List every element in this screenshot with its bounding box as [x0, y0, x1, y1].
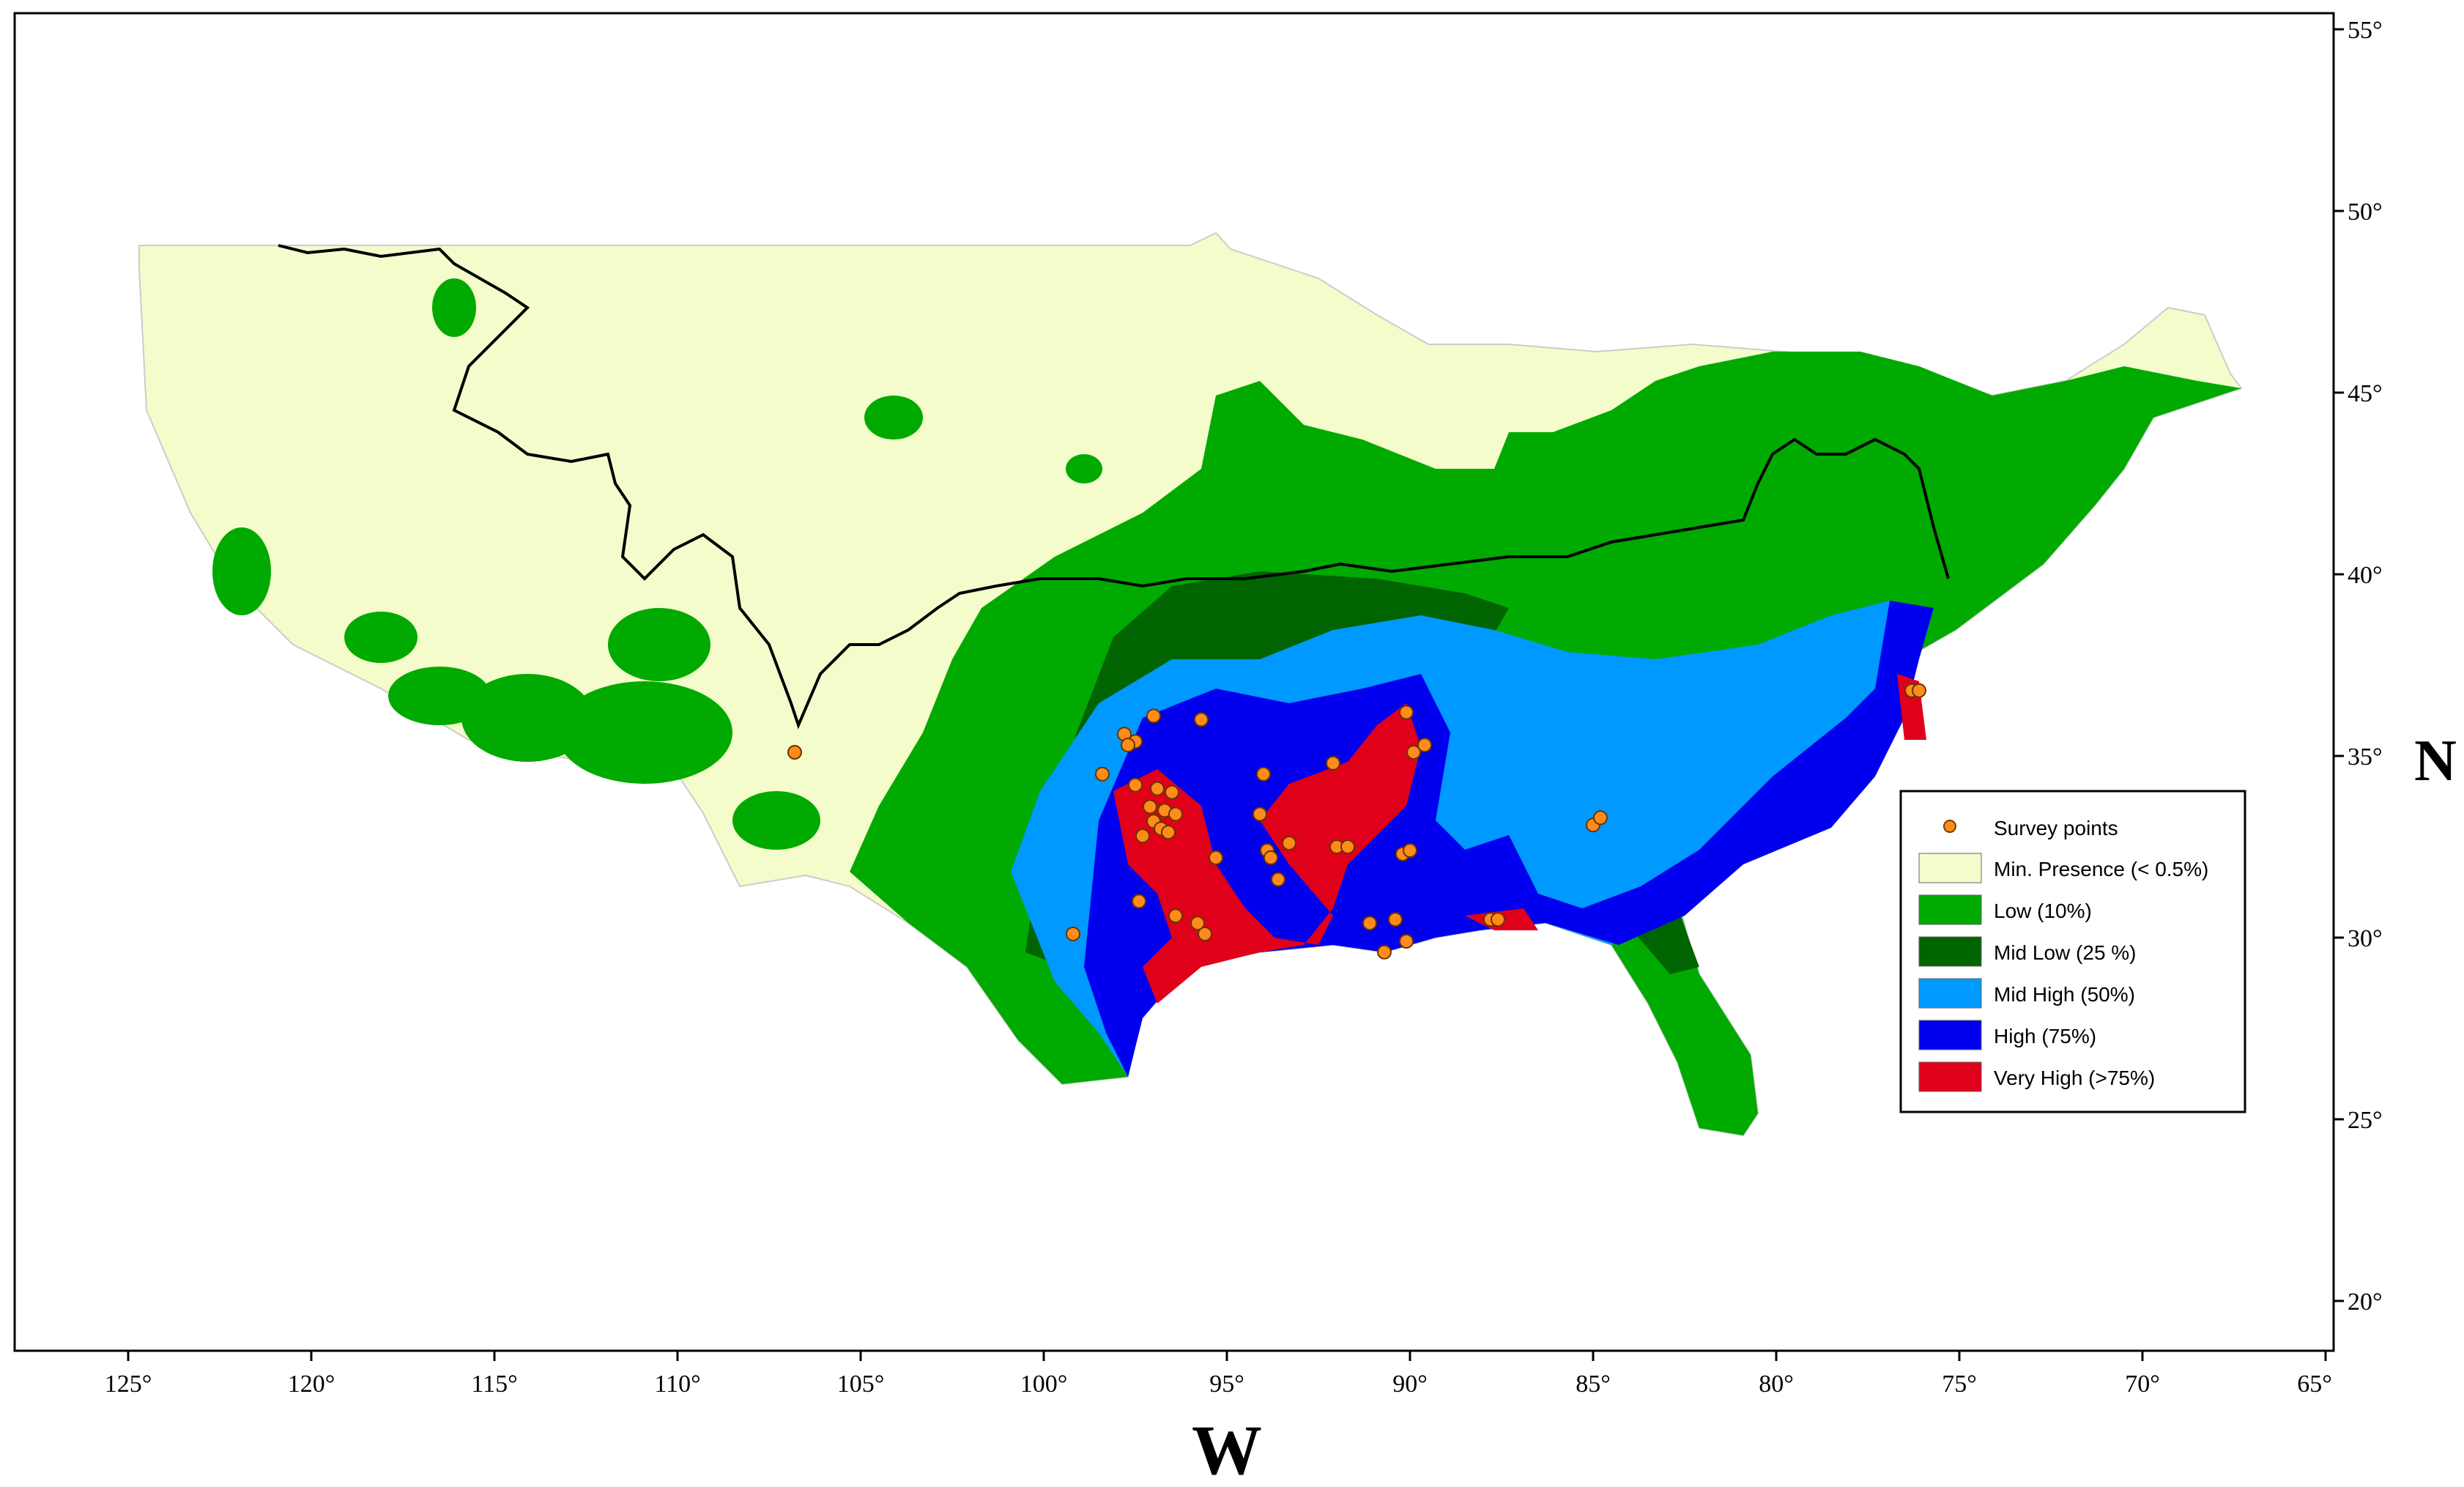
survey-point	[1388, 912, 1403, 927]
lon-tick-label: 115°	[471, 1371, 517, 1398]
legend-swatch-mid-high	[1918, 978, 1982, 1009]
lon-tick-label: 120°	[288, 1371, 335, 1398]
lon-tick-label: 65°	[2297, 1371, 2332, 1398]
lon-tick-label: 95°	[1209, 1371, 1244, 1398]
survey-point	[1168, 908, 1183, 924]
survey-point	[1403, 843, 1417, 858]
survey-point	[1209, 850, 1223, 865]
legend-label-low: Low (10%)	[1994, 900, 2092, 922]
lat-tick-label: 50°	[2348, 199, 2383, 226]
survey-point	[1198, 927, 1212, 941]
legend-label-high: High (75%)	[1994, 1025, 2096, 1047]
range-boundary-line	[278, 244, 1950, 730]
survey-point	[1165, 785, 1179, 800]
survey-point	[1194, 712, 1209, 727]
survey-point	[1399, 705, 1414, 720]
legend-label-survey-points: Survey points	[1994, 817, 2118, 839]
survey-points-layer	[787, 683, 1926, 960]
survey-point	[787, 745, 802, 760]
legend-label-mid-high: Mid High (50%)	[1994, 983, 2135, 1006]
survey-point	[1143, 799, 1157, 815]
lon-tick-label: 125°	[105, 1371, 152, 1398]
survey-point	[1132, 894, 1146, 909]
survey-point	[1417, 738, 1432, 753]
survey-point	[1190, 916, 1205, 931]
legend-swatch-min-presence	[1918, 853, 1982, 883]
lat-tick-label: 20°	[2348, 1288, 2383, 1316]
survey-point	[1095, 766, 1110, 782]
survey-point	[1066, 927, 1080, 941]
survey-point	[1263, 850, 1278, 865]
legend-swatch-high	[1918, 1020, 1982, 1050]
survey-point	[1161, 825, 1176, 840]
legend-label-very-high: Very High (>75%)	[1994, 1067, 2155, 1089]
lat-tick-label: 40°	[2348, 562, 2383, 589]
lat-tick-labels: 55° 50° 45° 40° 35° 30° 25° 20°	[2348, 17, 2383, 1316]
lat-tick-marks	[2334, 28, 2344, 1302]
survey-point	[1253, 806, 1267, 822]
x-axis-label: W	[1192, 1411, 1262, 1487]
survey-point	[1326, 755, 1340, 771]
lat-tick-label: 25°	[2348, 1107, 2383, 1134]
survey-point	[1271, 872, 1285, 887]
survey-point	[1256, 766, 1271, 782]
lat-tick-label: 35°	[2348, 744, 2383, 771]
region-very-high	[1113, 674, 1926, 1004]
survey-point	[1121, 738, 1135, 753]
legend-swatch-low	[1918, 894, 1982, 925]
legend-survey-point-marker	[1943, 820, 1956, 833]
survey-point	[1377, 944, 1392, 960]
region-high	[1084, 601, 1934, 1077]
lat-tick-label: 55°	[2348, 17, 2383, 44]
western-low-patches	[212, 278, 1274, 850]
survey-point	[1150, 781, 1165, 796]
survey-point	[1491, 912, 1505, 927]
survey-point	[1340, 839, 1355, 854]
lon-tick-label: 105°	[837, 1371, 885, 1398]
legend: Survey points Min. Presence (< 0.5%) Low…	[1899, 790, 2246, 1113]
legend-label-min-presence: Min. Presence (< 0.5%)	[1994, 858, 2208, 880]
lon-tick-marks	[127, 1351, 2327, 1361]
lon-tick-label: 75°	[1942, 1371, 1977, 1398]
survey-point	[1912, 683, 1926, 698]
survey-point	[1362, 916, 1377, 931]
lat-tick-label: 45°	[2348, 380, 2383, 407]
survey-point	[1135, 828, 1150, 844]
survey-point	[1128, 777, 1143, 793]
y-axis-label: N	[2414, 729, 2457, 793]
survey-point	[1146, 708, 1161, 724]
lon-tick-label: 90°	[1392, 1371, 1428, 1398]
lon-tick-label: 70°	[2125, 1371, 2160, 1398]
survey-point	[1282, 836, 1296, 850]
lon-tick-label: 85°	[1576, 1371, 1611, 1398]
legend-swatch-mid-low	[1918, 936, 1982, 967]
lon-tick-label: 80°	[1759, 1371, 1794, 1398]
lon-tick-label: 100°	[1020, 1371, 1068, 1398]
legend-label-mid-low: Mid Low (25 %)	[1994, 941, 2137, 964]
survey-point	[1399, 934, 1414, 949]
survey-point	[1168, 806, 1183, 822]
lon-tick-label: 110°	[654, 1371, 700, 1398]
lat-tick-label: 30°	[2348, 925, 2383, 952]
lon-tick-labels: 125° 120° 115° 110° 105° 100° 95° 90° 85…	[105, 1371, 2332, 1398]
legend-swatch-very-high	[1918, 1061, 1982, 1092]
survey-point	[1593, 810, 1608, 826]
survey-point	[1406, 745, 1421, 760]
